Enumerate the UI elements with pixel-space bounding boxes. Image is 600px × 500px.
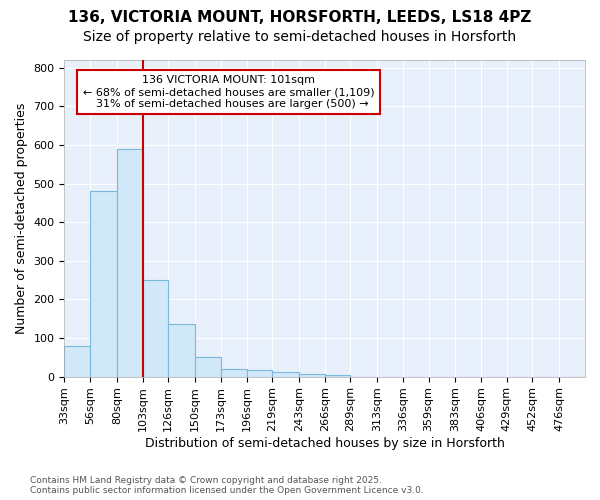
Bar xyxy=(325,374,350,376)
Text: 136 VICTORIA MOUNT: 101sqm
← 68% of semi-detached houses are smaller (1,109)
  3: 136 VICTORIA MOUNT: 101sqm ← 68% of semi… xyxy=(83,76,374,108)
Text: 136, VICTORIA MOUNT, HORSFORTH, LEEDS, LS18 4PZ: 136, VICTORIA MOUNT, HORSFORTH, LEEDS, L… xyxy=(68,10,532,25)
Bar xyxy=(299,374,325,376)
Text: Size of property relative to semi-detached houses in Horsforth: Size of property relative to semi-detach… xyxy=(83,30,517,44)
Y-axis label: Number of semi-detached properties: Number of semi-detached properties xyxy=(15,102,28,334)
Bar xyxy=(221,369,247,376)
Bar xyxy=(90,192,117,376)
Bar xyxy=(168,324,195,376)
Bar xyxy=(64,346,90,376)
Text: Contains HM Land Registry data © Crown copyright and database right 2025.
Contai: Contains HM Land Registry data © Crown c… xyxy=(30,476,424,495)
Bar xyxy=(143,280,168,376)
X-axis label: Distribution of semi-detached houses by size in Horsforth: Distribution of semi-detached houses by … xyxy=(145,437,505,450)
Bar xyxy=(247,370,272,376)
Bar xyxy=(272,372,299,376)
Bar xyxy=(117,149,143,376)
Bar xyxy=(195,356,221,376)
